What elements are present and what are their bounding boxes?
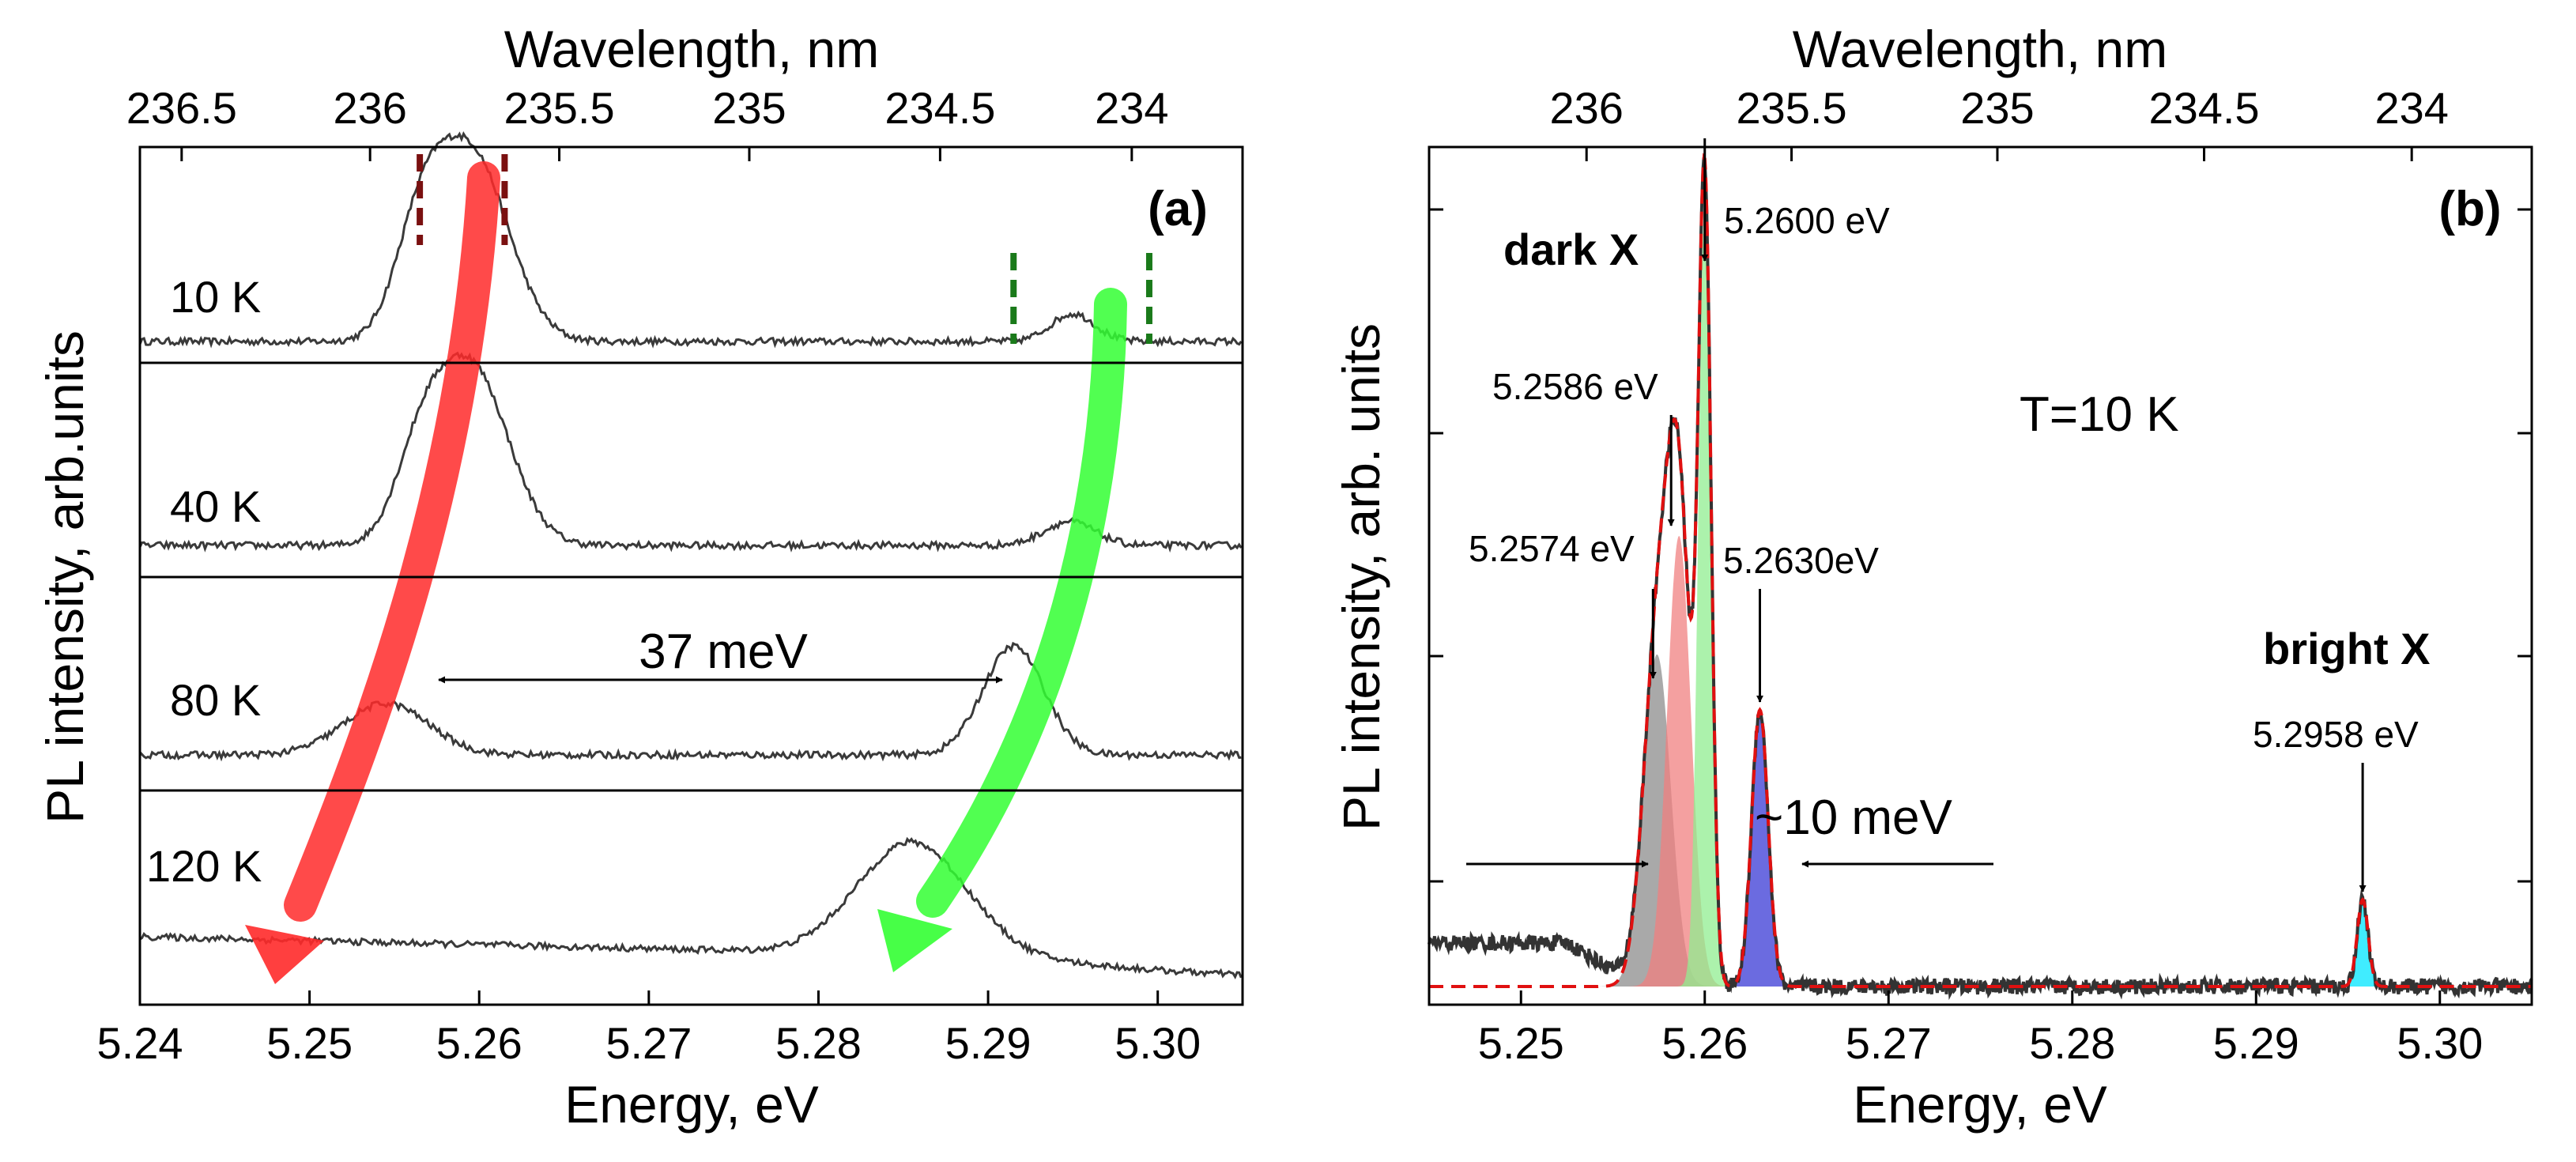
panel-a-label: (a) <box>1148 182 1208 236</box>
bright-exciton-label: bright X <box>2263 624 2431 673</box>
measured-spectrum <box>1428 157 2533 1001</box>
panel-b-top-axis-title: Wavelength, nm <box>1793 20 2167 78</box>
panel-a-top-axis-title: Wavelength, nm <box>504 20 879 78</box>
panel-b: 5.25 5.26 5.27 5.28 5.29 5.30 236 235.5 235 234.5… <box>1332 20 2533 1134</box>
x-tick-label: 5.24 <box>97 1018 183 1068</box>
top-tick-label: 236 <box>333 83 406 133</box>
panel-a: 5.24 5.25 5.26 5.27 5.28 5.29 5.30 236.5 236 235.… <box>36 20 1244 1134</box>
peak-label-5-2630: 5.2630eV <box>1723 540 1879 581</box>
panel-a-y-axis-title: PL intensity, arb.units <box>36 330 94 824</box>
panel-a-decorations <box>245 154 1152 984</box>
x-tick-label: 5.25 <box>266 1018 353 1068</box>
top-tick-label: 236.5 <box>126 83 237 133</box>
temp-label-40k: 40 K <box>170 481 261 531</box>
component-fill-2 <box>1677 204 1732 987</box>
x-tick-label: 5.26 <box>436 1018 522 1068</box>
panel-b-frame <box>1428 145 2533 1006</box>
x-tick-label: 5.26 <box>1661 1018 1748 1068</box>
top-tick-label: 234 <box>1095 83 1168 133</box>
x-tick-label: 5.30 <box>2397 1018 2483 1068</box>
x-tick-label: 5.29 <box>945 1018 1032 1068</box>
dark-exciton-label: dark X <box>1503 224 1639 274</box>
red-shift-arrow-head <box>245 925 324 984</box>
x-tick-label: 5.30 <box>1115 1018 1201 1068</box>
component-fill-0 <box>1599 655 1715 987</box>
panel-b-y-axis-title: PL intensity, arb. units <box>1332 323 1390 831</box>
panel-b-ticks: 5.25 5.26 5.27 5.28 5.29 5.30 236 235.5 235 234.5… <box>1429 83 2532 1068</box>
top-tick-label: 234.5 <box>884 83 995 133</box>
top-tick-label: 235 <box>712 83 786 133</box>
panel-b-axes <box>1428 145 2533 1006</box>
panel-a-x-axis-title: Energy, eV <box>564 1075 819 1134</box>
top-tick-label: 234.5 <box>2148 83 2259 133</box>
spectrum-120k <box>139 836 1243 979</box>
panel-a-plot-area <box>138 130 1243 979</box>
component-fill-3 <box>1725 710 1795 987</box>
panel-b-x-axis-title: Energy, eV <box>1853 1075 2107 1134</box>
panel-b-text: Wavelength, nm Energy, eV PL intensity, … <box>1332 20 2502 1134</box>
x-tick-label: 5.28 <box>775 1018 862 1068</box>
peak-label-5-2586: 5.2586 eV <box>1492 366 1658 407</box>
panel-b-decorations <box>1466 138 2367 892</box>
green-shift-arrow-shaft <box>916 288 1127 918</box>
panel-a-text: Wavelength, nm Energy, eV PL intensity, … <box>36 20 1208 1134</box>
top-tick-label: 234 <box>2374 83 2448 133</box>
temperature-label: T=10 K <box>2020 387 2179 442</box>
peak-label-5-2574: 5.2574 eV <box>1469 528 1635 569</box>
temp-label-120k: 120 K <box>146 841 262 891</box>
x-tick-label: 5.27 <box>605 1018 692 1068</box>
peak-label-5-2958: 5.2958 eV <box>2253 714 2419 755</box>
splitting-label: 37 meV <box>639 624 808 679</box>
x-tick-label: 5.28 <box>2029 1018 2115 1068</box>
x-tick-label: 5.29 <box>2213 1018 2299 1068</box>
fit-curve <box>1429 153 2532 988</box>
red-shift-arrow-shaft <box>284 161 500 922</box>
panel-b-plot-area <box>1428 153 2533 1001</box>
top-tick-label: 235.5 <box>1736 83 1846 133</box>
temp-label-80k: 80 K <box>170 675 261 725</box>
spectrum-10k <box>138 130 1243 349</box>
top-tick-label: 236 <box>1549 83 1623 133</box>
x-tick-label: 5.27 <box>1846 1018 1932 1068</box>
green-shift-arrow-head <box>877 909 952 972</box>
spectrum-80k <box>138 641 1242 762</box>
width-label: ~10 meV <box>1755 790 1953 845</box>
top-tick-label: 235 <box>1960 83 2034 133</box>
x-tick-label: 5.25 <box>1478 1018 1564 1068</box>
panel-a-axes <box>138 145 1244 1006</box>
panel-a-ticks: 5.24 5.25 5.26 5.27 5.28 5.29 5.30 236.5 236 235.… <box>97 83 1201 1068</box>
spectrum-40k <box>138 351 1243 553</box>
panel-b-label: (b) <box>2438 182 2501 236</box>
component-fill-4 <box>2339 900 2386 987</box>
temp-label-10k: 10 K <box>170 272 261 322</box>
component-fill-1 <box>1628 536 1729 987</box>
top-tick-label: 235.5 <box>504 83 614 133</box>
peak-label-5-2600: 5.2600 eV <box>1724 200 1890 241</box>
